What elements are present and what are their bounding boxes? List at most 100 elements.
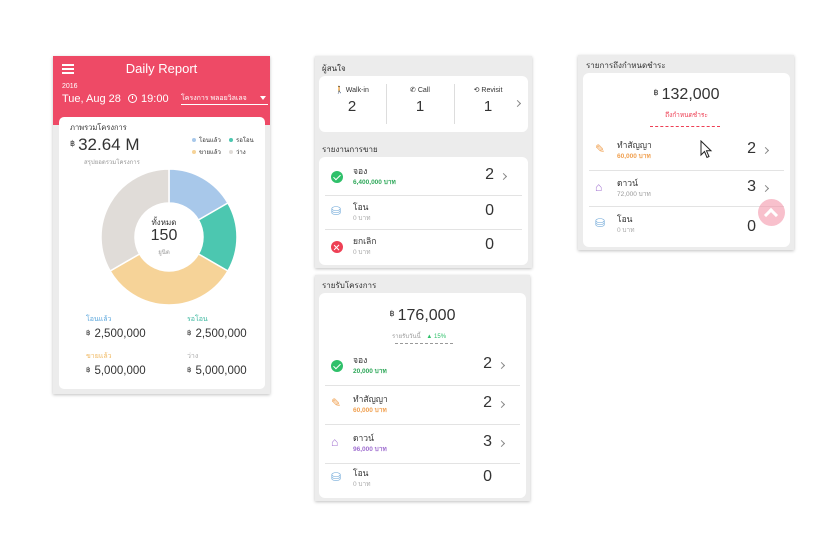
row-label: โอน (353, 202, 369, 212)
income-panel: รายรับโครงการ ฿ 176,000 รายรับวันนี้ ▲ 15… (315, 275, 530, 501)
project-select-value: โครงการ พลอยวิลเลจ (181, 95, 247, 102)
due-row-transfer: ⛁ โอน 0 บาท 0 (589, 207, 784, 243)
phone-icon: ✆ (410, 87, 416, 94)
today-income: รายรับวันนี้ ▲ 15% (392, 331, 446, 341)
today-income-change: 15% (434, 334, 447, 340)
scroll-to-top-button[interactable] (758, 199, 785, 226)
divider (589, 170, 784, 171)
chevron-right-icon (761, 184, 770, 193)
hand-coin-icon: ⛁ (331, 204, 342, 218)
legend-dot (192, 138, 196, 142)
today-income-label: รายรับวันนี้ (392, 334, 421, 340)
row-amount: 0 บาท (353, 481, 371, 488)
due-card: ฿ 132,000 ถึงกำหนดชำระ ✎ ทำสัญญา 60,000 บ… (583, 73, 790, 247)
walkin-stat[interactable]: 🚶 Walk-in 2 (319, 76, 385, 132)
legend-label: โอนแล้ว (199, 138, 221, 144)
sales-title: รายงานการขาย (322, 145, 378, 154)
donut-chart (100, 168, 238, 306)
due-row-contract[interactable]: ✎ ทำสัญญา 60,000 บาท 2 (589, 133, 784, 169)
house-icon: ⌂ (331, 435, 339, 449)
revisit-stat[interactable]: ⟲ Revisit 1 (455, 76, 521, 132)
baht-symbol: ฿ (653, 88, 659, 97)
stat-amount: 2,500,000 (94, 328, 146, 340)
app-title: Daily Report (125, 61, 198, 76)
chevron-right-icon (497, 439, 506, 448)
baht-symbol: ฿ (187, 330, 192, 337)
divider (325, 195, 522, 196)
stat-label-available: ว่าง (187, 353, 199, 360)
overview-subtitle: สรุปยอดรวมโครงการ (84, 160, 140, 166)
row-count: 0 (483, 468, 492, 485)
row-amount: 72,000 บาท (617, 191, 651, 198)
divider (325, 385, 520, 386)
stat-label-pending: รอโอน (187, 316, 208, 323)
row-count: 3 (747, 178, 756, 195)
stat-value-transferred: ฿ 2,500,000 (86, 328, 146, 340)
income-total: ฿ 176,000 (319, 307, 526, 325)
row-amount: 0 บาท (353, 249, 371, 256)
project-select[interactable]: โครงการ พลอยวิลเลจ (181, 93, 268, 105)
overview-card: ภาพรวมโครงการ ฿ 32.64 M สรุปยอดรวมโครงการ… (59, 117, 265, 389)
divider (454, 84, 455, 124)
legend-item: ว่าง (229, 147, 246, 157)
walk-icon: 🚶 (335, 87, 344, 94)
overview-title: ภาพรวมโครงการ (70, 123, 127, 132)
chevron-right-icon (497, 400, 506, 409)
divider (395, 343, 453, 344)
stat-amount: 5,000,000 (94, 365, 146, 377)
date-time[interactable]: Tue, Aug 28 19:00 (62, 93, 169, 105)
menu-icon[interactable] (62, 64, 74, 74)
income-total-value: 176,000 (397, 307, 456, 324)
chevron-down-icon (260, 96, 266, 100)
income-row-down[interactable]: ⌂ ดาวน์ 96,000 บาท 3 (325, 426, 520, 462)
overview-total: ฿ 32.64 M (70, 135, 140, 155)
row-label: ยกเลิก (353, 236, 377, 246)
legend-item: ขายแล้ว (192, 147, 221, 157)
row-count: 2 (747, 140, 756, 157)
sales-card: จอง 6,400,000 บาท 2 ⛁ โอน 0 บาท 0 ยกเลิก… (319, 157, 528, 265)
income-row-contract[interactable]: ✎ ทำสัญญา 60,000 บาท 2 (325, 387, 520, 423)
legend-item: โอนแล้ว (192, 135, 221, 145)
overview-total-value: 32.64 M (78, 135, 140, 154)
walkin-label-text: Walk-in (345, 87, 369, 94)
check-icon (331, 360, 343, 372)
sales-row-booking[interactable]: จอง 6,400,000 บาท 2 (325, 159, 522, 195)
due-title: รายการถึงกำหนดชำระ (586, 61, 666, 70)
row-label: ดาวน์ (353, 433, 374, 443)
legend-dot (192, 150, 196, 154)
row-label: โอน (353, 468, 369, 478)
call-stat[interactable]: ✆ Call 1 (387, 76, 453, 132)
row-amount: 6,400,000 บาท (353, 179, 396, 186)
baht-symbol: ฿ (389, 309, 395, 318)
donut-center-label: ทั้งหมด (151, 218, 177, 227)
due-label: ถึงกำหนดชำระ (665, 112, 708, 119)
legend-label: ว่าง (236, 150, 246, 156)
daily-report-panel: Daily Report 2016 Tue, Aug 28 19:00 โครง… (53, 56, 270, 394)
revisit-count: 1 (483, 98, 493, 115)
divider (325, 229, 522, 230)
call-label-text: Call (417, 87, 430, 94)
hand-coin-icon: ⛁ (595, 216, 606, 230)
donut-slice (109, 252, 229, 306)
up-arrow-icon: ▲ (426, 334, 433, 340)
divider (589, 206, 784, 207)
row-amount: 0 บาท (353, 215, 371, 222)
contract-icon: ✎ (331, 396, 342, 410)
hand-coin-icon: ⛁ (331, 470, 342, 484)
baht-symbol: ฿ (187, 367, 192, 374)
row-label: ทำสัญญา (353, 394, 388, 404)
due-total: ฿ 132,000 (583, 86, 790, 104)
visitors-card[interactable]: 🚶 Walk-in 2 ✆ Call 1 ⟲ Revisit 1 (319, 76, 528, 132)
income-row-booking[interactable]: จอง 20,000 บาท 2 (325, 348, 520, 384)
legend-label: ขายแล้ว (199, 150, 221, 156)
revisit-label: ⟲ Revisit (455, 86, 521, 94)
sales-row-transfer: ⛁ โอน 0 บาท 0 (325, 195, 522, 231)
legend-dot (229, 150, 233, 154)
mouse-cursor-icon (700, 140, 713, 159)
walkin-count: 2 (347, 98, 357, 115)
divider (650, 126, 720, 127)
row-count: 0 (485, 202, 494, 219)
row-amount: 60,000 บาท (617, 153, 651, 160)
legend-dot (229, 138, 233, 142)
due-row-down[interactable]: ⌂ ดาวน์ 72,000 บาท 3 (589, 171, 784, 207)
